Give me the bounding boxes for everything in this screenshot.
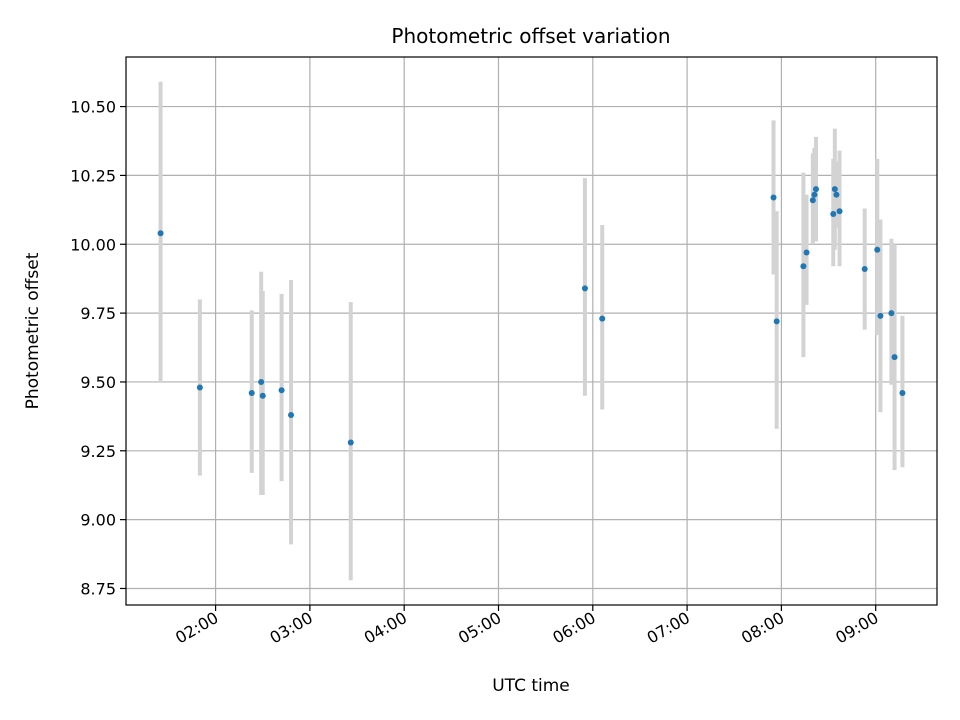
y-tick-label: 10.00 — [70, 235, 116, 254]
data-point — [833, 191, 840, 198]
data-point — [770, 194, 777, 201]
data-point — [581, 285, 588, 292]
data-point — [861, 266, 868, 273]
y-tick-label: 9.00 — [80, 511, 116, 530]
data-points — [157, 186, 906, 446]
data-point — [809, 197, 816, 204]
data-point — [196, 384, 203, 391]
data-point — [836, 208, 843, 215]
data-point — [278, 387, 285, 394]
data-point — [347, 439, 354, 446]
chart-title: Photometric offset variation — [391, 24, 670, 48]
data-point — [259, 392, 266, 399]
y-axis-title: Photometric offset — [23, 252, 43, 409]
y-tick-label: 9.75 — [80, 304, 116, 323]
data-point — [811, 191, 818, 198]
data-point — [773, 318, 780, 325]
y-tick-label: 10.50 — [70, 98, 116, 117]
data-point — [157, 230, 164, 237]
x-axis-title: UTC time — [492, 676, 570, 696]
y-tick-label: 9.50 — [80, 373, 116, 392]
data-point — [812, 186, 819, 193]
data-point — [258, 378, 265, 385]
data-point — [831, 186, 838, 193]
data-point — [830, 210, 837, 217]
data-point — [888, 310, 895, 317]
y-tick-label: 10.25 — [70, 166, 116, 185]
data-point — [877, 312, 884, 319]
data-point — [899, 389, 906, 396]
data-point — [248, 389, 255, 396]
data-point — [599, 315, 606, 322]
y-tick-label: 8.75 — [80, 579, 116, 598]
data-point — [800, 263, 807, 270]
y-tick-label: 9.25 — [80, 442, 116, 461]
data-point — [803, 249, 810, 256]
data-point — [288, 411, 295, 418]
data-point — [874, 246, 881, 253]
data-point — [891, 354, 898, 361]
plot-frame — [125, 56, 938, 606]
